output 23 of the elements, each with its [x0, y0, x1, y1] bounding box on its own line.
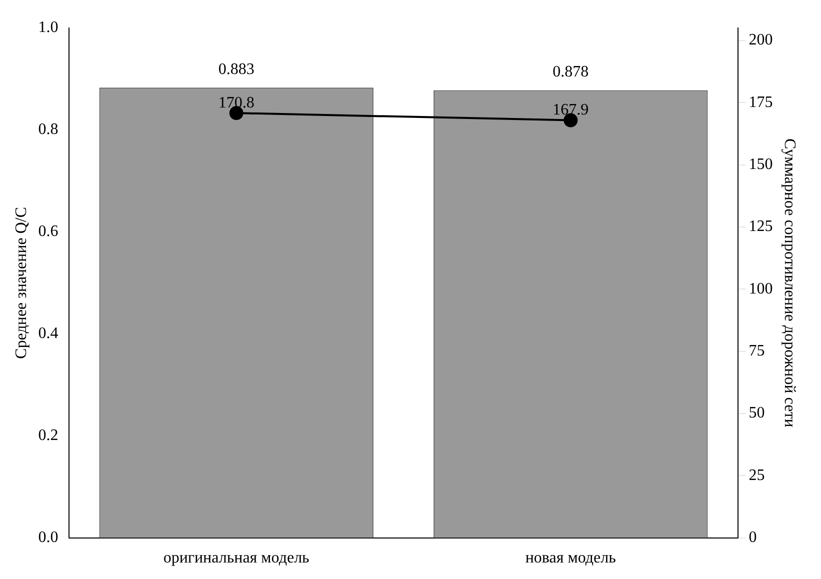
y2-tick-label: 150	[748, 156, 773, 173]
y2-tick-label: 175	[748, 94, 773, 111]
y2-tick-label: 50	[748, 404, 765, 422]
y-tick-label: 0.2	[38, 427, 58, 444]
y-tick-label: 0.0	[38, 529, 58, 546]
y-tick-label: 0.8	[38, 121, 58, 138]
y2-tick-label: 25	[748, 466, 765, 484]
y2-axis-title: Суммарное сопротивление дорожной сети	[781, 138, 798, 428]
y2-tick-label: 0	[748, 529, 757, 546]
y2-tick-label: 125	[748, 218, 773, 236]
y2-tick-label: 75	[748, 342, 765, 360]
y-tick-label: 0.4	[38, 325, 58, 342]
data-label: 0.883	[218, 60, 254, 78]
y-axis-title: Среднее значение Q/C	[12, 206, 30, 359]
y2-tick-label: 200	[748, 32, 773, 49]
data-label: 167.9	[552, 101, 589, 118]
data-label: 170.8	[218, 94, 254, 112]
x-tick-label: оригинальная модель	[163, 550, 310, 567]
y2-tick-label: 100	[748, 280, 773, 298]
x-tick-label: новая модель	[525, 550, 616, 567]
y-tick-label: 1.0	[38, 19, 58, 36]
y-tick-label: 0.6	[38, 223, 58, 240]
data-label: 0.878	[552, 63, 589, 80]
